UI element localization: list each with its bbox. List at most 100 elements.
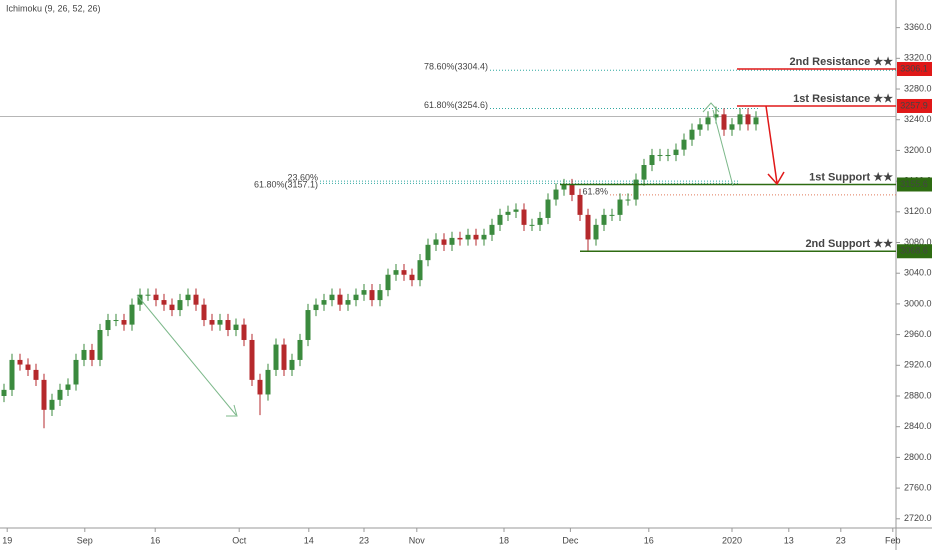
candle-body [353,294,359,301]
candle-body [297,339,303,360]
candle-body [313,304,319,311]
x-tick-label: 16 [644,535,654,545]
y-tick-label: 2800.0 [904,452,932,462]
price-tag [897,177,932,192]
arrows [136,102,785,417]
candle-body [665,155,671,157]
candle-body [745,114,751,125]
candle-body [281,344,287,370]
plot: 78.60%(3304.4) 61.80%(3254.6) 23.60%61.80%… [0,62,896,429]
candle-body [49,399,55,410]
y-tick-label: 3120.0 [904,206,932,216]
candle-body [753,117,759,125]
fib-label: 61.80%(3157.1) [254,180,318,190]
candle-body [457,237,463,240]
candle-body [729,124,735,130]
candle-body [465,234,471,240]
x-tick-label: Oct [232,535,247,545]
candle-body [737,114,743,125]
candle-body [169,304,175,311]
candle-body [593,224,599,240]
candle-body [697,124,703,130]
candle-body [441,239,447,245]
y-tick-label: 2840.0 [904,421,932,431]
candle-body [473,234,479,240]
level-label: 2nd Support ★★ [805,238,893,250]
candle-body [1,389,7,396]
x-tick-label: Feb [885,535,901,545]
fib-label: 78.60%(3304.4) [424,62,488,72]
candle-body [41,379,47,410]
price-tag-label: 3257.9 [900,100,928,110]
level-label: 1st Resistance ★★ [793,93,893,105]
candle-body [121,320,127,325]
y-tick-label: 3000.0 [904,298,932,308]
price-tag-label: 3068.6 [900,246,928,256]
arrow [765,105,778,184]
fib-label: 61.8% [582,186,608,196]
candle-body [561,184,567,190]
candle-body [609,214,615,216]
candle-body [625,199,631,201]
candle-body [529,224,535,226]
candle-body [193,294,199,305]
candle-body [585,214,591,240]
candle-body [241,324,247,340]
candle-body [569,184,575,195]
candle-body [649,155,655,165]
candle-body [201,304,207,321]
arrow [136,294,237,416]
candle-body [65,384,71,390]
candle-body [521,209,527,225]
candle-body [57,389,63,400]
candle-body [97,330,103,360]
candle-body [337,294,343,305]
y-tick-label: 3040.0 [904,268,932,278]
candle-body [129,304,135,325]
candle-body [81,349,87,360]
fib-label: 61.80%(3254.6) [424,100,488,110]
x-tick-label: 23 [359,535,369,545]
candle-body [289,359,295,370]
price-tag [897,244,932,259]
candle-body [577,194,583,215]
candle-body [425,244,431,261]
candle-body [265,369,271,395]
candle-body [497,214,503,225]
candle-body [705,117,711,125]
x-tick-label: 23 [836,535,846,545]
candle-body [209,320,215,325]
price-tag [897,98,932,113]
candle-body [505,211,511,215]
y-tick-label: 3280.0 [904,83,932,93]
y-tick-label: 3080.0 [904,237,932,247]
arrow-head [226,404,238,417]
candle-body [17,359,23,365]
candle-body [713,114,719,118]
candle-body [225,320,231,330]
price-tag-label: 3155.6 [900,179,928,189]
x-tick-label: 2020 [722,535,742,545]
candle-body [401,270,407,275]
candle-body [161,300,167,305]
price-tag-label: 3306.1 [900,63,928,73]
candle-body [217,320,223,325]
candle-body [617,199,623,215]
candle-body [377,290,383,301]
indicator-label: Ichimoku (9, 26, 52, 26) [6,3,101,13]
candle-body [681,139,687,150]
y-tick-label: 2880.0 [904,390,932,400]
candle-body [417,260,423,281]
candle-body [601,214,607,225]
candle-body [273,344,279,370]
candle-body [633,179,639,200]
candle-body [89,349,95,360]
candle-body [673,149,679,156]
y-tick-label: 2920.0 [904,360,932,370]
candle-body [433,239,439,245]
x-tick-label: Dec [562,535,579,545]
candle-body [153,294,159,301]
candle-body [305,310,311,340]
